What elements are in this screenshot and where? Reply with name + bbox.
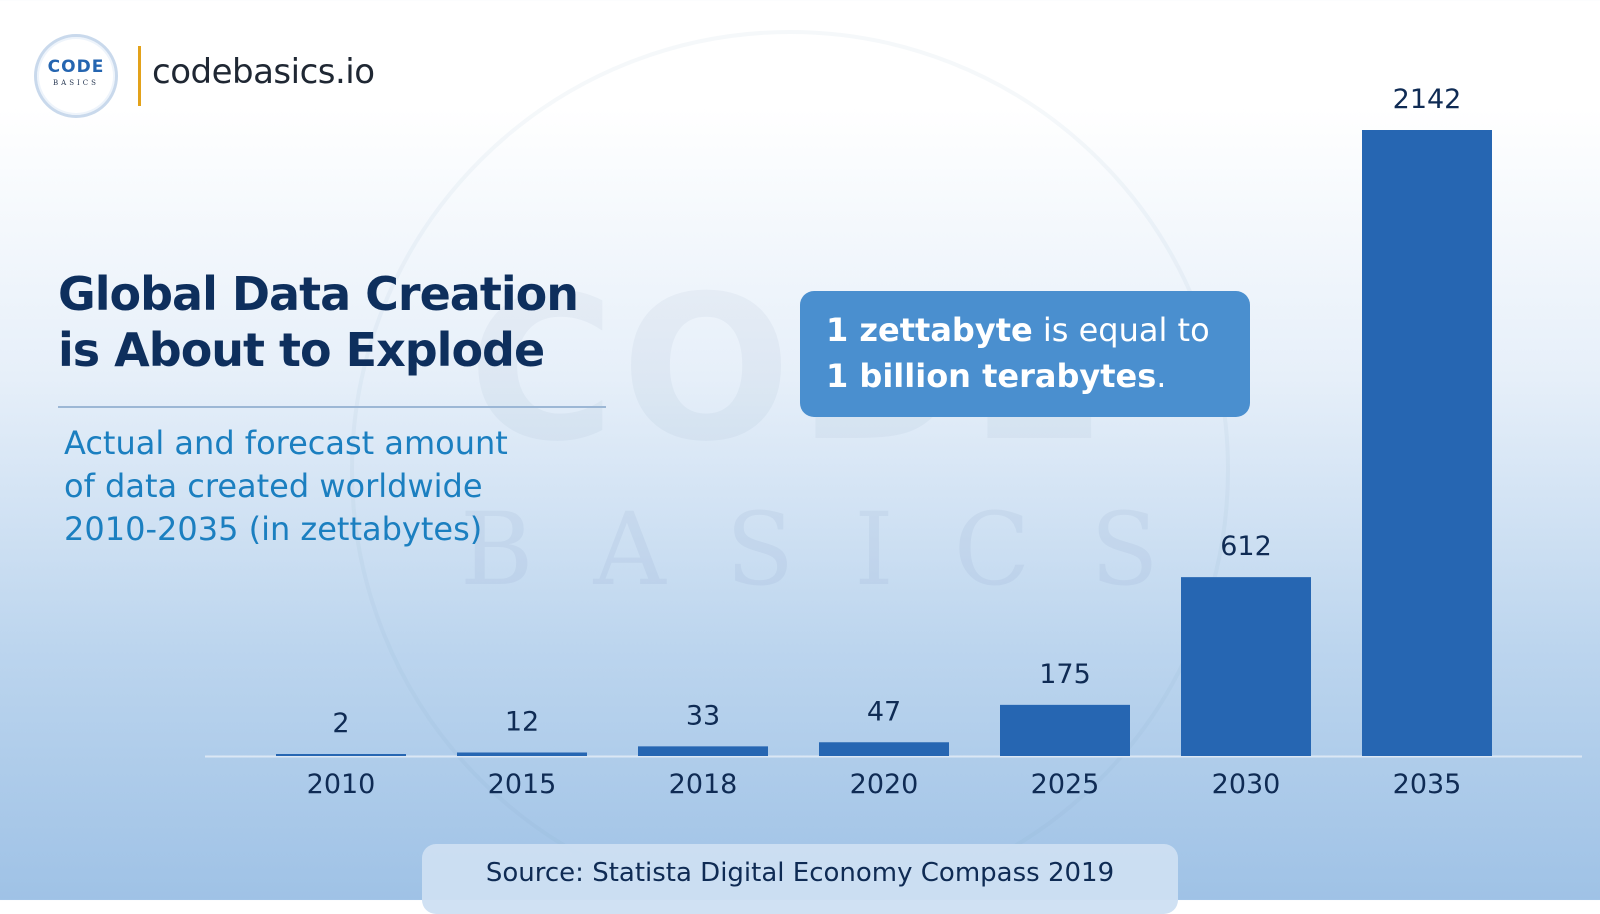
subtitle-line-1: Actual and forecast amount bbox=[64, 424, 508, 462]
x-tick-label-2015: 2015 bbox=[488, 769, 557, 800]
source-note: Source: Statista Digital Economy Compass… bbox=[422, 844, 1178, 914]
title-line-2: is About to Explode bbox=[58, 323, 545, 377]
bar-2010 bbox=[276, 754, 406, 756]
x-tick-label-2020: 2020 bbox=[850, 769, 919, 800]
subtitle-line-3: 2010-2035 (in zettabytes) bbox=[64, 510, 483, 548]
logo-basics-text: BASICS bbox=[53, 79, 99, 87]
watermark-basics-text: BASICS bbox=[460, 491, 1219, 608]
data-label-2030: 612 bbox=[1220, 531, 1272, 562]
bar-2015 bbox=[457, 752, 587, 756]
bar-2025 bbox=[1000, 704, 1130, 756]
callout-line2-bold: 1 billion terabytes bbox=[826, 357, 1157, 395]
data-label-2020: 47 bbox=[867, 696, 901, 727]
data-label-2015: 12 bbox=[505, 706, 539, 737]
bar-2030 bbox=[1181, 577, 1311, 756]
callout-line2-rest: . bbox=[1156, 357, 1167, 395]
chart-subtitle: Actual and forecast amount of data creat… bbox=[64, 422, 604, 551]
page-title: Global Data Creation is About to Explode bbox=[58, 266, 618, 378]
bar-2020 bbox=[819, 742, 949, 756]
title-divider bbox=[58, 406, 606, 408]
zettabyte-callout: 1 zettabyte is equal to 1 billion teraby… bbox=[800, 291, 1250, 417]
x-tick-label-2010: 2010 bbox=[307, 769, 376, 800]
data-label-2035: 2142 bbox=[1393, 84, 1462, 115]
data-label-2025: 175 bbox=[1039, 659, 1091, 690]
bar-2035 bbox=[1362, 130, 1492, 756]
x-tick-label-2030: 2030 bbox=[1212, 769, 1281, 800]
data-label-2018: 33 bbox=[686, 700, 720, 731]
title-line-1: Global Data Creation bbox=[58, 267, 579, 321]
x-tick-label-2025: 2025 bbox=[1031, 769, 1100, 800]
callout-line1-rest: is equal to bbox=[1032, 311, 1210, 349]
bar-2018 bbox=[638, 746, 768, 756]
brand-name: codebasics.io bbox=[152, 52, 375, 92]
codebasics-logo: CODE BASICS bbox=[34, 34, 118, 118]
callout-line1-bold: 1 zettabyte bbox=[826, 311, 1033, 349]
x-tick-label-2035: 2035 bbox=[1393, 769, 1462, 800]
subtitle-line-2: of data created worldwide bbox=[64, 467, 483, 505]
logo-code-text: CODE bbox=[47, 57, 105, 77]
logo-divider bbox=[138, 46, 141, 106]
x-tick-label-2018: 2018 bbox=[669, 769, 738, 800]
data-label-2010: 2 bbox=[332, 708, 349, 739]
